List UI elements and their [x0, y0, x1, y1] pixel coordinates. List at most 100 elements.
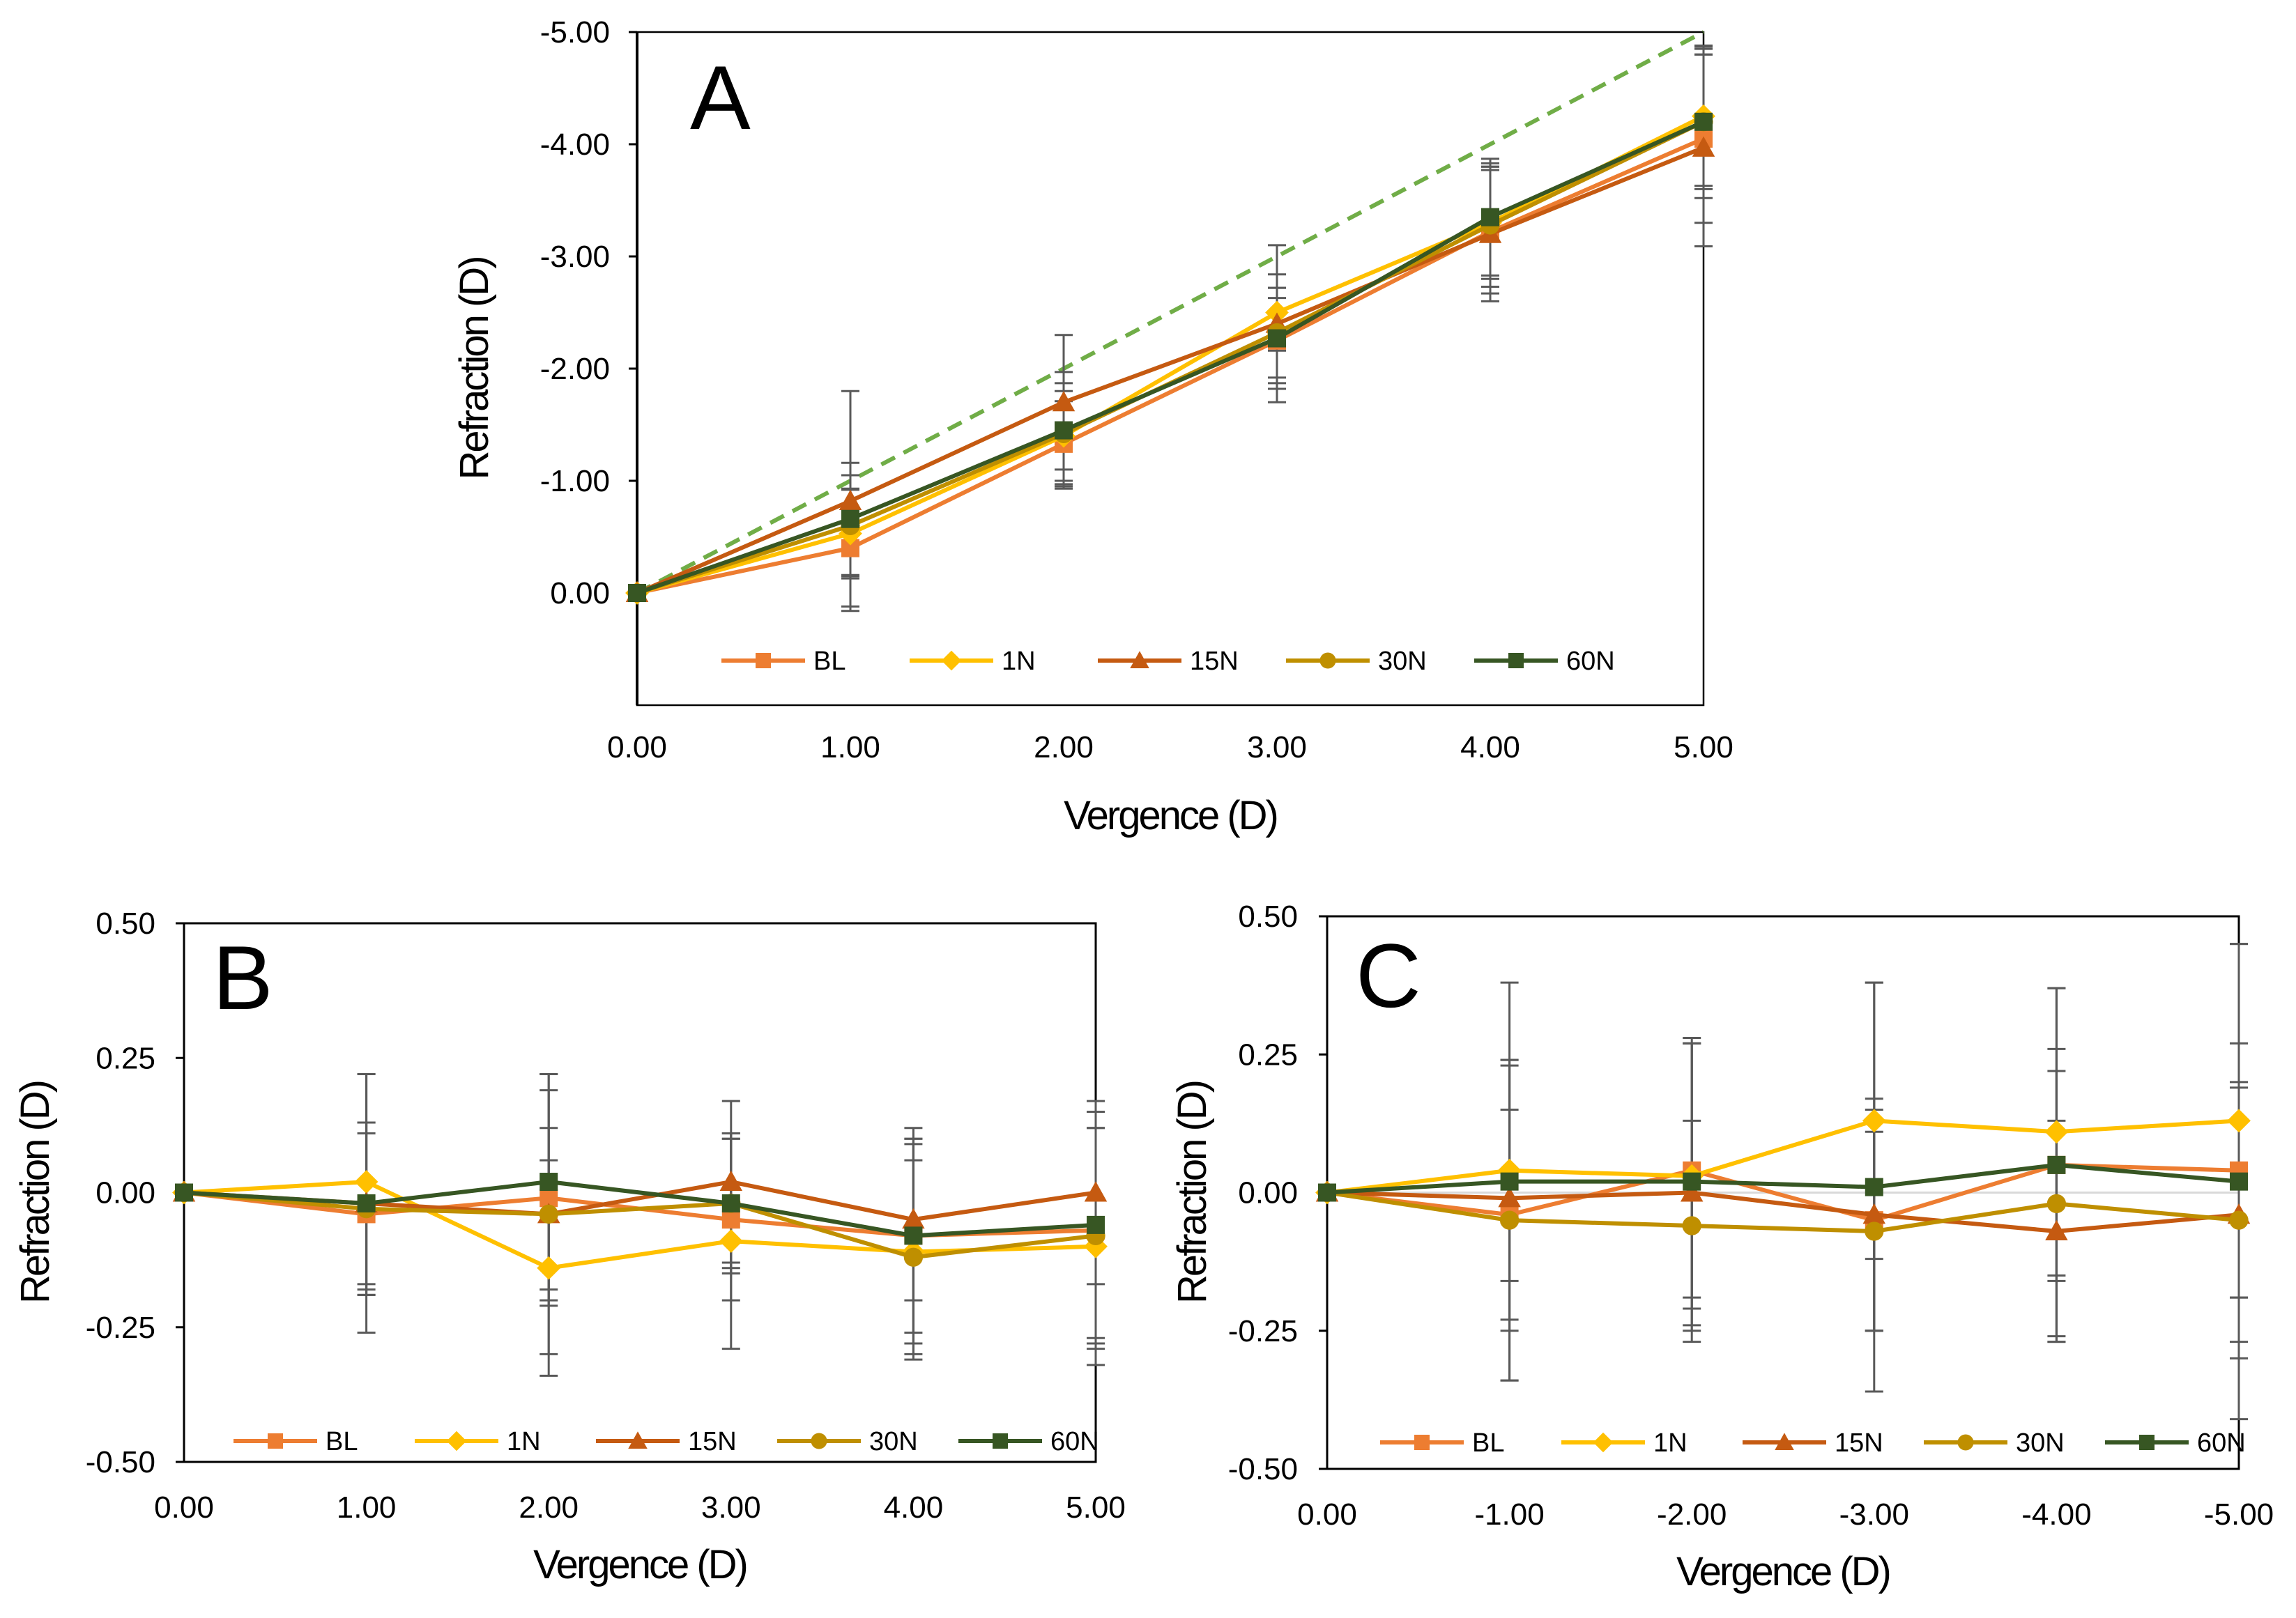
data-point-30n [903, 1247, 924, 1267]
y-tick-label: -3.00 [540, 240, 610, 274]
series-line-15n [1326, 1190, 2240, 1234]
data-point-1n [2227, 1109, 2251, 1133]
data-point-60n [1055, 421, 1073, 440]
chart-panel-a: 0.00 -1.00 -2.00 -3.00 -4.00 -5.00 0.00 1.00 2.0… [452, 15, 1734, 838]
series-line-bl [636, 137, 1705, 595]
legend-label-1n: 1N [507, 1427, 541, 1456]
x-tick-label: 1.00 [820, 730, 880, 764]
x-tick-label: 0.00 [607, 730, 667, 764]
x-tick-label: -2.00 [1657, 1497, 1727, 1532]
data-point-60n [1481, 208, 1499, 226]
data-point-15n [2045, 1219, 2068, 1241]
x-tick-label: 5.00 [1674, 730, 1734, 764]
y-tick-label: -5.00 [540, 15, 610, 49]
panel-label: B [213, 927, 273, 1028]
data-point-30n [2046, 1194, 2067, 1214]
y-tick-label: 0.25 [1238, 1038, 1298, 1072]
data-point-60n [1500, 1172, 1519, 1191]
data-point-30n [1682, 1216, 1701, 1235]
y-axis-title: Refraction (D) [13, 1081, 58, 1304]
y-tick-label: 0.00 [550, 576, 610, 610]
y-tick-label: -0.25 [1228, 1314, 1298, 1348]
y-tick-label: -0.50 [86, 1445, 155, 1479]
y-axis-title: Refraction (D) [452, 258, 497, 480]
panel-label: A [690, 47, 751, 148]
legend-marker-1n [941, 650, 962, 671]
legend-marker-60n [1508, 653, 1524, 668]
data-point-15n [1862, 1203, 1886, 1224]
data-point-1n [1862, 1109, 1886, 1133]
data-point-60n [904, 1226, 923, 1245]
legend-label-30n: 30N [1378, 647, 1427, 676]
legend-marker-30n [1319, 652, 1336, 669]
y-tick-label: 0.50 [1238, 900, 1298, 934]
legend-label-15n: 15N [1190, 647, 1239, 676]
data-point-15n [719, 1170, 743, 1192]
legend-marker-30n [1957, 1434, 1974, 1451]
legend-label-15n: 15N [1835, 1428, 1883, 1458]
x-tick-label: 0.00 [154, 1490, 214, 1525]
data-point-60n [2047, 1155, 2066, 1174]
series-line-30n [1326, 1190, 2240, 1234]
x-tick-label: 2.00 [1034, 730, 1094, 764]
x-tick-label: 4.00 [1460, 730, 1520, 764]
legend-label-60n: 60N [2197, 1428, 2246, 1458]
data-point-60n [628, 584, 646, 602]
data-point-15n [902, 1208, 925, 1229]
x-axis-title: Vergence (D) [533, 1542, 747, 1587]
data-point-bl [721, 1210, 740, 1229]
legend-label-60n: 60N [1566, 647, 1615, 676]
y-tick-label: 0.00 [95, 1176, 155, 1210]
series-line-30n [183, 1190, 1096, 1260]
data-point-30n [1865, 1222, 1884, 1241]
legend-label-30n: 30N [869, 1427, 918, 1456]
y-tick-label: -4.00 [540, 128, 610, 162]
legend-marker-15n [1775, 1433, 1794, 1450]
data-point-1n [537, 1256, 561, 1280]
data-point-60n [539, 1173, 558, 1192]
legend-label-1n: 1N [1653, 1428, 1687, 1458]
legend-marker-60n [2139, 1435, 2155, 1450]
data-point-60n [1694, 112, 1713, 131]
data-point-60n [721, 1194, 740, 1212]
x-tick-label: 1.00 [337, 1490, 397, 1525]
series-line-1n [183, 1180, 1096, 1270]
legend-label-1n: 1N [1002, 647, 1036, 676]
data-point-60n [175, 1183, 193, 1202]
legend-marker-1n [1593, 1432, 1614, 1453]
legend-label-bl: BL [813, 647, 845, 676]
y-tick-label: -1.00 [540, 464, 610, 498]
y-tick-label: -0.50 [1228, 1452, 1298, 1486]
y-tick-label: 0.50 [95, 907, 155, 941]
y-tick-label: -2.00 [540, 352, 610, 386]
chart-panel-c: 0.50 0.25 0.00 -0.25 -0.50 0.00 -1.00 -2.00 -3.0… [1170, 900, 2274, 1594]
data-point-60n [1087, 1215, 1105, 1234]
x-tick-label: -5.00 [2204, 1497, 2274, 1532]
legend-label-bl: BL [326, 1427, 358, 1456]
legend-marker-bl [268, 1433, 283, 1449]
series-line-15n [636, 146, 1705, 595]
data-point-15n [1084, 1181, 1108, 1202]
legend-marker-60n [993, 1433, 1008, 1449]
x-tick-label: 5.00 [1066, 1490, 1126, 1525]
data-point-60n [357, 1194, 376, 1212]
legend-marker-15n [628, 1431, 648, 1449]
data-point-15n [1052, 391, 1076, 412]
data-point-60n [841, 509, 859, 528]
data-point-30n [1499, 1210, 1520, 1230]
legend-label-15n: 15N [688, 1427, 737, 1456]
data-point-1n [2044, 1120, 2069, 1144]
x-tick-label: -1.00 [1474, 1497, 1544, 1532]
data-point-60n [1865, 1178, 1883, 1196]
series-line-60n [636, 120, 1705, 595]
panel-label: C [1356, 925, 1421, 1026]
legend-marker-1n [446, 1431, 467, 1451]
legend-marker-15n [1130, 651, 1149, 668]
series-line-60n [183, 1180, 1096, 1238]
y-axis-title: Refraction (D) [1170, 1081, 1215, 1304]
legend-label-bl: BL [1472, 1428, 1504, 1458]
x-tick-label: 4.00 [884, 1490, 944, 1525]
data-point-15n [1498, 1187, 1521, 1208]
y-tick-label: -0.25 [86, 1311, 155, 1345]
